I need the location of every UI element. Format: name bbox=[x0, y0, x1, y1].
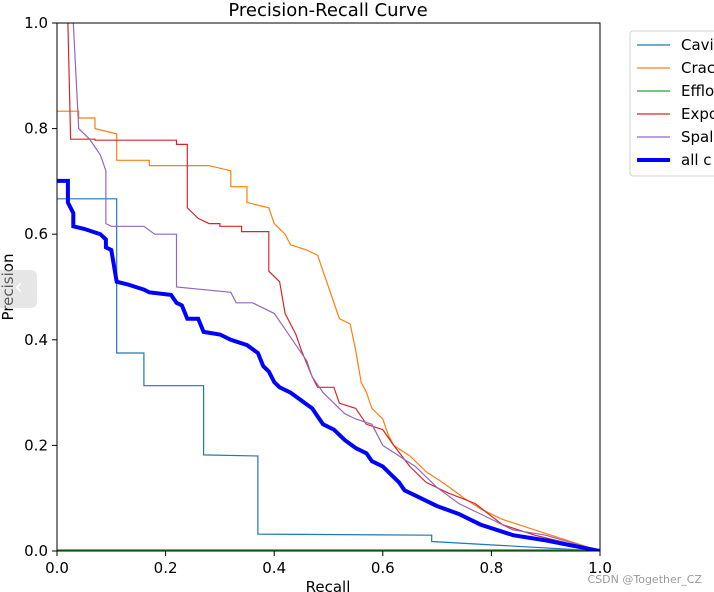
chart-title: Precision-Recall Curve bbox=[228, 0, 427, 21]
series-line-1 bbox=[57, 110, 600, 551]
x-tick-label: 0.8 bbox=[479, 559, 503, 577]
x-tick-label: 0.2 bbox=[154, 559, 178, 577]
legend-label-2: Efflo bbox=[681, 82, 714, 100]
legend-label-5: all c bbox=[681, 151, 712, 169]
legend-label-1: Crac bbox=[681, 59, 714, 77]
legend-label-4: Spal bbox=[681, 128, 713, 146]
series-line-3 bbox=[67, 23, 600, 551]
legend-box bbox=[629, 30, 714, 177]
legend-label-0: Cavi bbox=[681, 36, 714, 54]
x-tick-label: 0.0 bbox=[45, 559, 69, 577]
watermark: CSDN @Together_CZ bbox=[587, 573, 702, 586]
y-tick-label: 0.2 bbox=[24, 436, 48, 454]
legend-label-3: Expo bbox=[681, 105, 714, 123]
x-tick-label: 1.0 bbox=[588, 559, 612, 577]
x-axis-title: Recall bbox=[306, 578, 351, 592]
legend: Cavi Crac Efflo Expo Spal all c bbox=[629, 30, 714, 177]
axes-frame bbox=[56, 22, 601, 552]
y-tick-label: 1.0 bbox=[24, 14, 48, 32]
y-axis-title: Precision bbox=[0, 254, 17, 321]
x-tick-label: 0.6 bbox=[371, 559, 395, 577]
previous-image-button[interactable]: ‹ bbox=[0, 270, 37, 308]
y-tick-label: 0.8 bbox=[24, 120, 48, 138]
plot-area bbox=[57, 23, 600, 551]
y-tick-label: 0.6 bbox=[24, 225, 48, 243]
y-tick-label: 0.4 bbox=[24, 331, 48, 349]
series-line-0 bbox=[57, 198, 600, 551]
series-line-5 bbox=[57, 178, 600, 551]
axis-ticks: 0.0 0.2 0.4 0.6 0.8 1.0 0.0 0.2 0.4 0.6 0.8 1.0 bbox=[24, 14, 612, 577]
series-line-4 bbox=[72, 23, 600, 551]
y-tick-label: 0.0 bbox=[24, 542, 48, 560]
x-tick-label: 0.4 bbox=[262, 559, 286, 577]
